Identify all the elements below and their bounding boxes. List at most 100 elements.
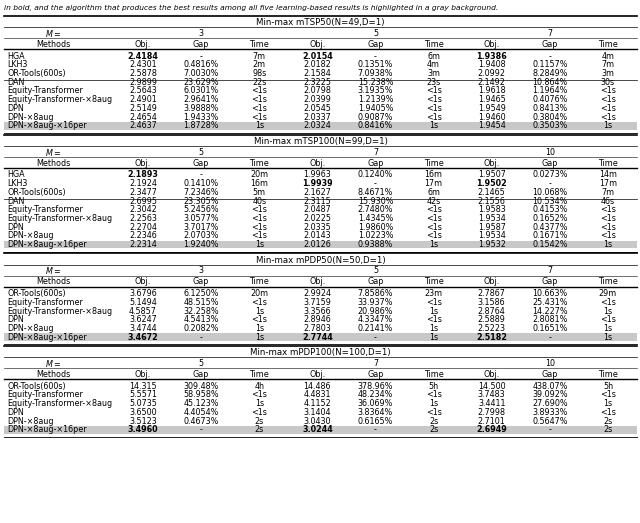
- Text: 2.4301: 2.4301: [129, 60, 157, 70]
- Text: 23m: 23m: [424, 289, 443, 298]
- Text: $M=$: $M=$: [45, 265, 61, 276]
- Text: 20m: 20m: [250, 289, 268, 298]
- Text: Equity-Transformer-×8aug: Equity-Transformer-×8aug: [7, 214, 112, 223]
- Text: Equity-Transformer: Equity-Transformer: [7, 391, 83, 400]
- Text: <1s: <1s: [426, 231, 442, 241]
- Text: 0.4816%: 0.4816%: [184, 60, 219, 70]
- Text: $M=$: $M=$: [45, 28, 61, 39]
- Text: 1.9386: 1.9386: [476, 52, 507, 61]
- Text: 10.534%: 10.534%: [532, 197, 568, 206]
- Text: Obj.: Obj.: [135, 158, 151, 168]
- Text: 3.7483: 3.7483: [478, 391, 506, 400]
- Text: -: -: [548, 179, 551, 188]
- Text: 0.3804%: 0.3804%: [532, 112, 568, 121]
- Text: Time: Time: [424, 40, 444, 49]
- Text: <1s: <1s: [600, 391, 616, 400]
- Text: -: -: [200, 333, 203, 342]
- Text: <1s: <1s: [252, 112, 268, 121]
- Text: 7: 7: [547, 266, 552, 275]
- Text: 2.0324: 2.0324: [303, 121, 332, 130]
- Text: 0.1240%: 0.1240%: [358, 170, 393, 179]
- Text: 3m: 3m: [602, 69, 614, 78]
- Text: 17m: 17m: [424, 179, 443, 188]
- Text: 0.4377%: 0.4377%: [532, 223, 568, 232]
- Text: 5: 5: [373, 29, 378, 38]
- Text: 378.96%: 378.96%: [358, 382, 393, 391]
- Text: <1s: <1s: [600, 223, 616, 232]
- Text: Methods: Methods: [36, 158, 70, 168]
- Text: DPN: DPN: [7, 315, 24, 324]
- Text: 1s: 1s: [604, 121, 612, 130]
- Text: -: -: [548, 52, 551, 61]
- Text: 5m: 5m: [253, 188, 266, 197]
- Text: 16m: 16m: [250, 179, 268, 188]
- Text: -: -: [548, 425, 551, 434]
- Text: Gap: Gap: [367, 40, 384, 49]
- Text: 1s: 1s: [255, 306, 264, 315]
- Text: 2.0154: 2.0154: [302, 52, 333, 61]
- Text: 6m: 6m: [427, 188, 440, 197]
- Text: 3.1935%: 3.1935%: [358, 86, 393, 96]
- Text: 1.9618: 1.9618: [478, 86, 506, 96]
- Text: DAN: DAN: [7, 197, 24, 206]
- Text: Gap: Gap: [367, 158, 384, 168]
- Text: 1.9583: 1.9583: [478, 205, 506, 214]
- Text: 58.958%: 58.958%: [183, 391, 219, 400]
- Text: 0.9087%: 0.9087%: [358, 112, 393, 121]
- Text: 0.5647%: 0.5647%: [532, 417, 568, 426]
- Text: 6m: 6m: [427, 52, 440, 61]
- Text: DPN: DPN: [7, 223, 24, 232]
- Text: 2.8764: 2.8764: [478, 306, 506, 315]
- Text: 1s: 1s: [255, 121, 264, 130]
- Text: 3.7017%: 3.7017%: [184, 223, 219, 232]
- Text: 2.2314: 2.2314: [129, 240, 157, 249]
- Text: 6.0301%: 6.0301%: [184, 86, 219, 96]
- Text: 5: 5: [198, 359, 204, 368]
- Text: 8.4671%: 8.4671%: [358, 188, 393, 197]
- Text: 2.3115: 2.3115: [303, 197, 332, 206]
- Text: <1s: <1s: [426, 214, 442, 223]
- Text: Methods: Methods: [36, 277, 70, 287]
- Text: 2s: 2s: [429, 425, 438, 434]
- Text: Equity-Transformer: Equity-Transformer: [7, 298, 83, 307]
- Text: LKH3: LKH3: [7, 179, 28, 188]
- Text: 32.258%: 32.258%: [183, 306, 219, 315]
- Text: 1.9433%: 1.9433%: [184, 112, 219, 121]
- Text: 30s: 30s: [601, 78, 615, 87]
- Text: 3.4411: 3.4411: [478, 399, 506, 408]
- Text: 14m: 14m: [599, 170, 617, 179]
- Text: 5.1494: 5.1494: [129, 298, 157, 307]
- Text: DPN-×8aug: DPN-×8aug: [7, 231, 54, 241]
- Text: 4.5413%: 4.5413%: [184, 315, 219, 324]
- Text: 2.0545: 2.0545: [303, 104, 332, 113]
- Text: 2.2563: 2.2563: [129, 214, 157, 223]
- Text: -: -: [374, 52, 377, 61]
- Text: -: -: [374, 333, 377, 342]
- Text: 0.4153%: 0.4153%: [532, 205, 568, 214]
- Text: 7: 7: [547, 29, 552, 38]
- Text: Time: Time: [598, 370, 618, 379]
- Text: 2.4184: 2.4184: [127, 52, 159, 61]
- Text: Min-max mTSP100(N=99,D=1): Min-max mTSP100(N=99,D=1): [253, 137, 387, 146]
- Text: 2.9641%: 2.9641%: [184, 95, 219, 104]
- Text: <1s: <1s: [426, 95, 442, 104]
- Text: 3.3566: 3.3566: [303, 306, 332, 315]
- Text: 7.2346%: 7.2346%: [184, 188, 219, 197]
- Text: 2s: 2s: [255, 417, 264, 426]
- Text: 5h: 5h: [429, 382, 438, 391]
- Text: 1s: 1s: [604, 240, 612, 249]
- Text: 4m: 4m: [602, 52, 614, 61]
- Text: 48.515%: 48.515%: [184, 298, 219, 307]
- Text: 2.6949: 2.6949: [476, 425, 507, 434]
- Text: 4.3347%: 4.3347%: [358, 315, 393, 324]
- Text: 23.629%: 23.629%: [183, 78, 219, 87]
- Text: 14.486: 14.486: [303, 382, 331, 391]
- Text: 1.9532: 1.9532: [478, 240, 506, 249]
- Text: 2.1556: 2.1556: [478, 197, 506, 206]
- Text: 5.0735: 5.0735: [129, 399, 157, 408]
- Text: Equity-Transformer: Equity-Transformer: [7, 205, 83, 214]
- Text: 0.2141%: 0.2141%: [358, 324, 393, 333]
- Text: 4.1152: 4.1152: [303, 399, 332, 408]
- Text: Obj.: Obj.: [484, 277, 500, 287]
- Text: 7.0030%: 7.0030%: [184, 69, 219, 78]
